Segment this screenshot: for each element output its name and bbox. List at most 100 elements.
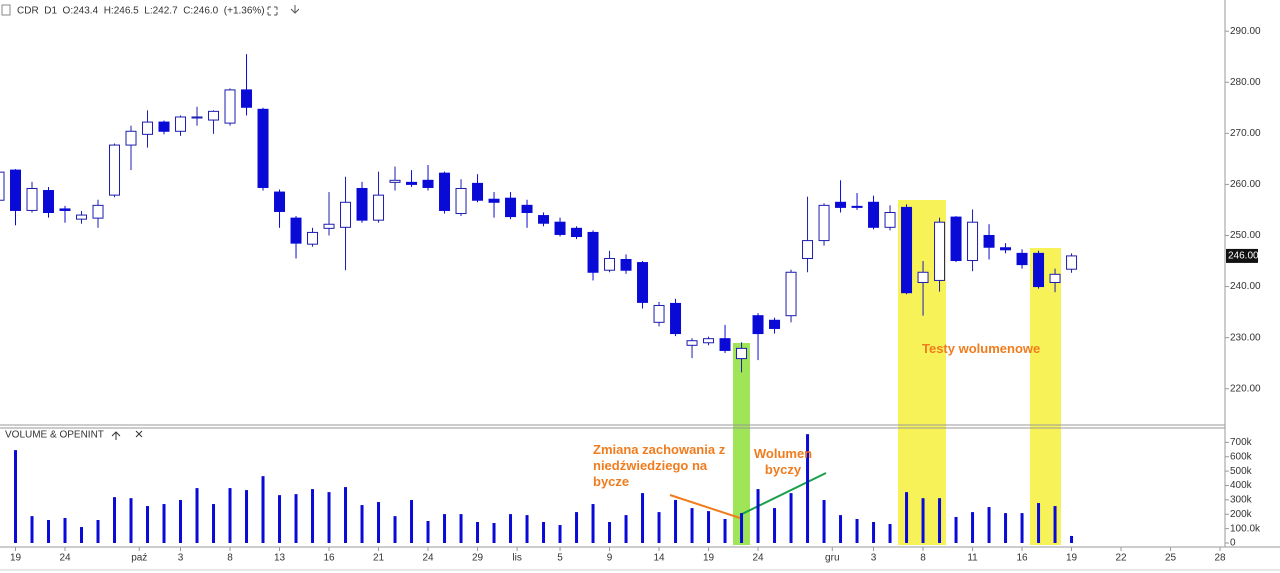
candle-body (175, 116, 187, 132)
y-tick-label: 220.00 (1230, 383, 1261, 394)
volume-bar (707, 511, 711, 543)
x-tick-label: paź (131, 553, 147, 564)
x-tick-label: 24 (422, 553, 434, 564)
annotation: Zmiana zachowania z niedźwiedziego na by… (593, 442, 726, 489)
close-icon[interactable] (135, 430, 143, 438)
volume-bar (641, 493, 645, 543)
candle-body (818, 204, 830, 242)
volume-bar (938, 498, 942, 543)
candle-body (1049, 273, 1061, 283)
candle-body (76, 214, 88, 220)
fullscreen-icon[interactable] (267, 6, 278, 16)
x-tick-label: 3 (178, 553, 184, 564)
candle-body (983, 234, 995, 248)
volume-bar (228, 488, 232, 543)
candle-body (653, 304, 665, 323)
y-tick-label: 0 (1230, 538, 1236, 549)
volume-bar (525, 515, 529, 543)
candle-body (224, 89, 236, 124)
candle-body (1000, 247, 1012, 251)
volume-bar (575, 512, 579, 543)
candle-body (340, 201, 352, 228)
candle-body (505, 197, 517, 218)
candle-body (604, 257, 616, 271)
volume-bar (327, 492, 331, 543)
candle-body (1016, 252, 1028, 266)
volume-bar (14, 450, 18, 543)
candle-body (620, 258, 632, 271)
y-tick-label: 700k (1230, 437, 1253, 448)
candle-body (521, 204, 533, 213)
x-tick-label: 22 (1115, 553, 1127, 564)
volume-bar (410, 500, 414, 543)
volume-bar (1070, 535, 1074, 543)
x-tick-label: 16 (323, 553, 335, 564)
volume-bar (971, 512, 975, 543)
candle-body (637, 262, 649, 303)
menu-icon[interactable] (1, 4, 11, 16)
download-icon[interactable] (290, 5, 300, 14)
candle-body (851, 205, 863, 208)
price-badge (1226, 248, 1258, 263)
volume-bar (294, 494, 298, 543)
volume-bar (690, 508, 694, 543)
candle-body (208, 110, 220, 121)
candle-body (950, 216, 962, 262)
volume-bar (278, 495, 282, 543)
candle-body (488, 198, 500, 203)
candle-body (901, 206, 913, 294)
volume-bar (179, 500, 183, 543)
x-tick-label: 5 (557, 553, 563, 564)
x-tick-label: 14 (653, 553, 665, 564)
volume-bar (1037, 503, 1041, 543)
volume-bar (509, 514, 513, 543)
x-tick-label: 16 (1016, 553, 1028, 564)
y-tick-label: 400k (1230, 480, 1253, 491)
candle-body (290, 217, 302, 244)
move-up-icon[interactable] (111, 431, 121, 440)
volume-bar (756, 489, 760, 543)
x-tick-label: 25 (1165, 553, 1177, 564)
candle-body (0, 171, 5, 201)
x-tick-label: 21 (373, 553, 385, 564)
x-tick-label: 28 (1214, 553, 1226, 564)
volume-bar (591, 504, 595, 543)
volume-bar (608, 522, 612, 543)
volume-bar (888, 524, 892, 543)
candle-body (158, 121, 170, 132)
volume-bar (542, 522, 546, 543)
volume-bar (558, 525, 562, 543)
candle-body (571, 227, 583, 238)
candle-body (802, 240, 814, 259)
x-tick-label: 3 (871, 553, 877, 564)
volume-bar (113, 497, 117, 543)
annotation-line (739, 472, 827, 516)
volume-bar (476, 522, 480, 543)
y-tick-label: 280.00 (1230, 77, 1261, 88)
volume-bar (96, 520, 100, 543)
x-tick-label: 8 (227, 553, 233, 564)
volume-bar (261, 476, 265, 543)
x-tick-label: 24 (752, 553, 764, 564)
candle-body (92, 204, 104, 219)
candle-body (554, 221, 566, 235)
candle-body (10, 169, 22, 211)
candle-body (191, 116, 203, 119)
candle-body (884, 212, 896, 228)
candle-body (703, 338, 715, 344)
candle-body (538, 215, 550, 224)
y-tick-label: 250.00 (1230, 230, 1261, 241)
y-tick-label: 290.00 (1230, 26, 1261, 37)
x-tick-label: lis (512, 553, 521, 564)
volume-bar (212, 504, 216, 543)
candle-body (43, 190, 55, 213)
candle-body (142, 121, 154, 135)
volume-bar (195, 488, 199, 543)
candle-body (835, 201, 847, 208)
y-tick-label: 260.00 (1230, 179, 1261, 190)
volume-bar (806, 434, 810, 543)
candle-body (356, 187, 368, 221)
y-tick-label: 600k (1230, 451, 1253, 462)
candle-body (109, 144, 121, 196)
